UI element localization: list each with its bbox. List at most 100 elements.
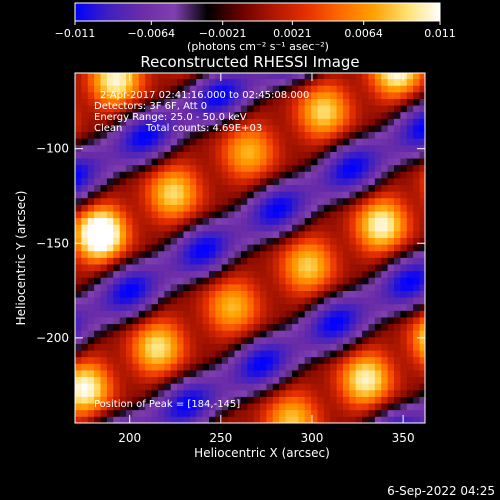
heatmap-cell (387, 264, 395, 272)
heatmap-cell (349, 409, 357, 417)
heatmap-cell (253, 264, 261, 272)
heatmap-cell (132, 363, 140, 371)
heatmap-cell (177, 370, 184, 378)
heatmap-cell (336, 197, 344, 205)
heatmap-cell (374, 197, 382, 205)
heatmap-cell (368, 131, 376, 139)
heatmap-cell (253, 118, 261, 126)
heatmap-cell (349, 230, 357, 238)
heatmap-cell (406, 191, 414, 199)
heatmap-cell (87, 283, 95, 291)
heatmap-cell (279, 85, 286, 93)
heatmap-cell (221, 310, 229, 318)
heatmap-cell (126, 111, 133, 119)
heatmap-cell (228, 184, 235, 192)
heatmap-cell (196, 283, 203, 291)
heatmap-cell (151, 91, 159, 99)
heatmap-cell (413, 403, 420, 411)
heatmap-cell (400, 230, 408, 238)
heatmap-cell (330, 191, 337, 199)
heatmap-cell (151, 164, 159, 172)
heatmap-cell (413, 297, 420, 305)
heatmap-cell (215, 98, 223, 106)
heatmap-cell (215, 356, 223, 364)
heatmap-cell (75, 111, 82, 119)
heatmap-cell (323, 131, 331, 139)
heatmap-cell (87, 409, 95, 417)
y-axis-label: Heliocentric Y (arcsec) (14, 191, 28, 326)
heatmap-cell (189, 403, 197, 411)
heatmap-cell (202, 290, 210, 298)
heatmap-cell (394, 330, 401, 338)
heatmap-cell (94, 257, 101, 265)
heatmap-cell (202, 151, 210, 159)
heatmap-cell (362, 370, 369, 378)
heatmap-cell (177, 73, 184, 80)
heatmap-cell (183, 111, 191, 119)
heatmap-cell (145, 270, 152, 278)
heatmap-cell (81, 131, 89, 139)
heatmap-cell (355, 105, 363, 113)
heatmap-cell (374, 343, 382, 351)
heatmap-cell (164, 403, 172, 411)
heatmap-cell (253, 178, 261, 186)
heatmap-cell (285, 303, 293, 311)
heatmap-cell (170, 111, 178, 119)
heatmap-cell (298, 78, 306, 86)
heatmap-cell (119, 283, 127, 291)
heatmap-cell (253, 91, 261, 99)
heatmap-cell (272, 217, 280, 225)
heatmap-cell (113, 151, 121, 159)
heatmap-cell (374, 383, 382, 391)
heatmap-cell (355, 370, 363, 378)
heatmap-cell (145, 237, 152, 245)
heatmap-cell (381, 250, 389, 258)
heatmap-cell (272, 396, 280, 404)
heatmap-cell (374, 105, 382, 113)
heatmap-cell (100, 178, 108, 186)
heatmap-cell (228, 204, 235, 212)
heatmap-cell (234, 191, 242, 199)
heatmap-cell (215, 370, 223, 378)
heatmap-cell (177, 118, 184, 126)
heatmap-cell (119, 416, 127, 423)
heatmap-cell (323, 323, 331, 331)
heatmap-cell (336, 264, 344, 272)
heatmap-cell (342, 138, 350, 146)
heatmap-cell (177, 85, 184, 93)
heatmap-cell (183, 317, 191, 325)
heatmap-cell (285, 383, 293, 391)
heatmap-cell (298, 270, 306, 278)
heatmap-cell (119, 125, 127, 133)
heatmap-cell (126, 336, 133, 344)
heatmap-cell (240, 98, 248, 106)
heatmap-cell (132, 317, 140, 325)
heatmap-cell (138, 403, 146, 411)
heatmap-cell (113, 277, 121, 285)
heatmap-cell (215, 283, 223, 291)
heatmap-cell (75, 323, 82, 331)
heatmap-cell (266, 98, 274, 106)
heatmap-cell (387, 73, 395, 80)
heatmap-cell (113, 416, 121, 423)
heatmap-cell (381, 138, 389, 146)
heatmap-cell (304, 151, 312, 159)
heatmap-cell (100, 98, 108, 106)
heatmap-cell (279, 403, 286, 411)
heatmap-cell (342, 264, 350, 272)
heatmap-cell (189, 217, 197, 225)
heatmap-cell (151, 118, 159, 126)
heatmap-cell (247, 396, 255, 404)
heatmap-cell (145, 416, 152, 423)
heatmap-cell (317, 138, 325, 146)
heatmap-cell (368, 151, 376, 159)
heatmap-cell (234, 98, 242, 106)
heatmap-cell (304, 144, 312, 152)
heatmap-cell (298, 191, 306, 199)
heatmap-cell (285, 230, 293, 238)
heatmap-cell (279, 78, 286, 86)
heatmap-cell (419, 396, 425, 404)
heatmap-cell (362, 78, 369, 86)
heatmap-cell (81, 323, 89, 331)
heatmap-cell (304, 211, 312, 219)
